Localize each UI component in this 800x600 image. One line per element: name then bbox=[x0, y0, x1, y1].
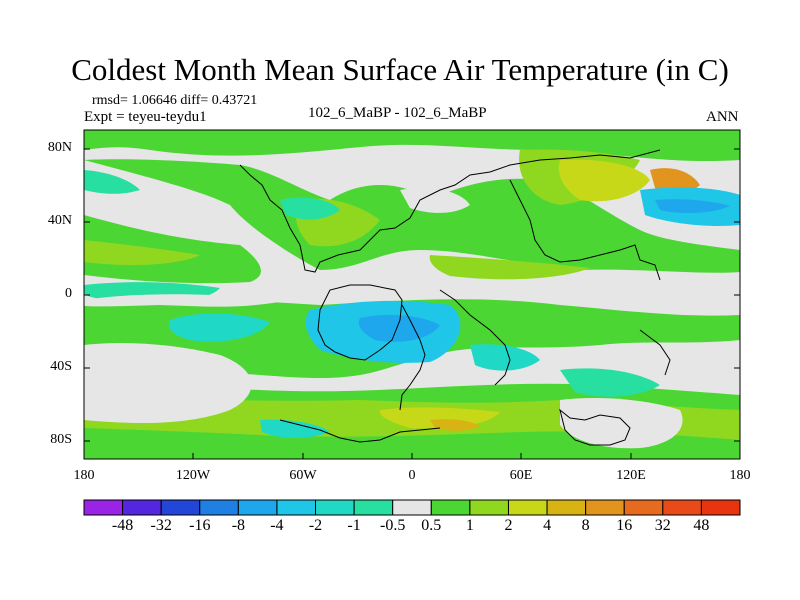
season-label: ANN bbox=[706, 109, 739, 125]
color-bar-label: -48 bbox=[111, 517, 134, 534]
color-bar-box bbox=[469, 499, 509, 516]
color-bar-label: 8 bbox=[581, 517, 590, 534]
lon-label-180e: 180 bbox=[729, 468, 751, 483]
stats-text: rmsd= 1.06646 diff= 0.43721 bbox=[92, 93, 258, 108]
color-bar-box bbox=[199, 499, 239, 516]
color-bar-label: 16 bbox=[616, 517, 633, 534]
lon-label-60w: 60W bbox=[289, 468, 317, 483]
map-title: Coldest Month Mean Surface Air Temperatu… bbox=[71, 52, 729, 87]
color-bar-box bbox=[237, 499, 278, 516]
color-bar-box bbox=[430, 499, 471, 516]
negative-anomaly-regions bbox=[84, 170, 740, 438]
lon-label-120w: 120W bbox=[175, 468, 211, 483]
coastlines bbox=[239, 149, 671, 446]
color-bar-box bbox=[315, 499, 355, 516]
color-bar-box bbox=[392, 499, 432, 516]
color-bar-label: -32 bbox=[150, 517, 172, 534]
color-bar-label: 0.5 bbox=[421, 517, 442, 534]
color-bar-label: -8 bbox=[231, 517, 246, 534]
color-bar-label: 32 bbox=[654, 517, 671, 534]
color-bar-label: -16 bbox=[189, 517, 211, 534]
color-bar-label: 48 bbox=[693, 517, 710, 534]
color-bar-box bbox=[546, 499, 587, 516]
color-bar-box bbox=[122, 499, 162, 516]
color-bar-box bbox=[623, 499, 664, 516]
comparison-label: 102_6_MaBP - 102_6_MaBP bbox=[308, 105, 487, 121]
lon-label-60e: 60E bbox=[509, 468, 533, 483]
lat-label-80n: 80N bbox=[47, 140, 72, 155]
lon-label-180w: 180 bbox=[73, 468, 95, 483]
color-bar-box bbox=[160, 499, 201, 516]
color-bar-label: -1 bbox=[347, 517, 361, 534]
color-bar-label: 2 bbox=[504, 517, 513, 534]
color-bar-label: -4 bbox=[270, 517, 284, 534]
color-bar-box bbox=[507, 499, 548, 516]
color-bar-box bbox=[353, 499, 394, 516]
color-bar-label: 4 bbox=[543, 517, 552, 534]
color-bar-box bbox=[83, 499, 124, 516]
lat-label-80s: 80S bbox=[50, 432, 72, 447]
color-bar-box bbox=[700, 499, 741, 516]
color-bar-box bbox=[662, 499, 702, 516]
color-bar-label: 1 bbox=[465, 517, 474, 534]
color-bar bbox=[83, 499, 741, 516]
lon-label-120e: 120E bbox=[616, 468, 646, 483]
warm-anomaly-regions bbox=[379, 159, 700, 431]
color-bar-box bbox=[276, 499, 317, 516]
experiment-label: Expt = teyeu-teydu1 bbox=[84, 109, 207, 125]
axis-ticks bbox=[83, 148, 741, 459]
lat-label-40n: 40N bbox=[47, 213, 72, 228]
color-bar-label: -2 bbox=[308, 517, 323, 534]
lon-label-0: 0 bbox=[408, 468, 416, 483]
lat-label-40s: 40S bbox=[50, 359, 72, 374]
near-zero-regions bbox=[84, 188, 683, 449]
color-bar-box bbox=[585, 499, 625, 516]
lat-label-0: 0 bbox=[65, 286, 72, 301]
color-bar-label: -0.5 bbox=[380, 517, 406, 534]
